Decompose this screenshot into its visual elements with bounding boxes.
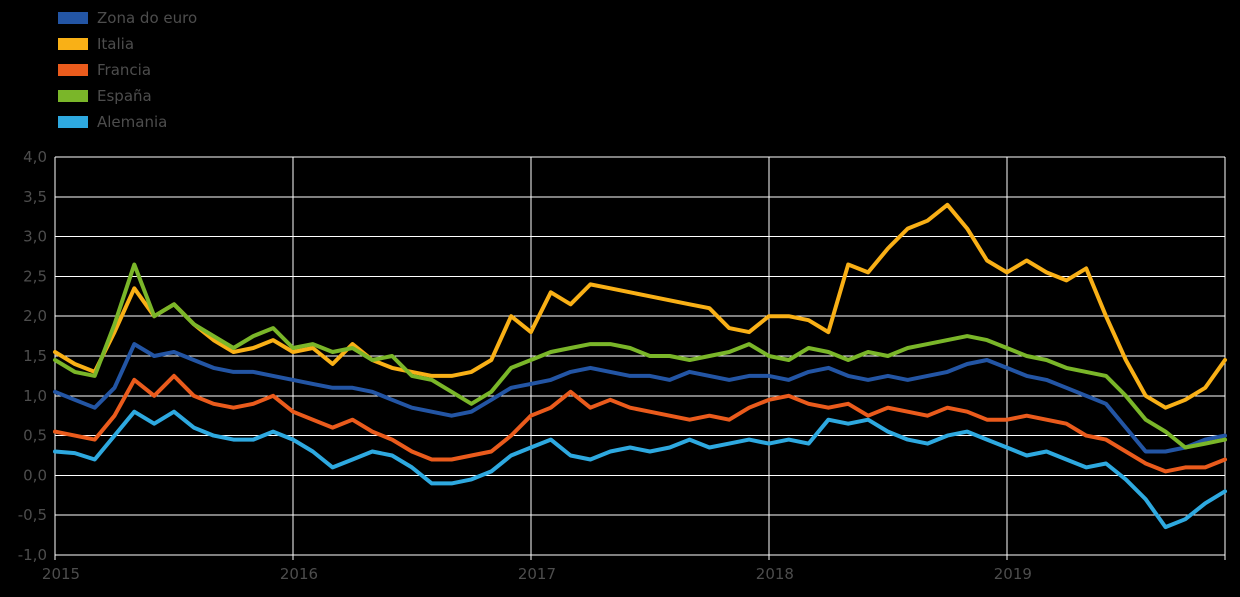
- x-tick-label: 2016: [280, 565, 318, 583]
- legend-swatch-espana-icon: [58, 90, 88, 102]
- y-tick-label: 2,0: [23, 307, 47, 325]
- gridlines: [54, 156, 1226, 560]
- legend-item-francia: Francia: [58, 57, 197, 83]
- y-tick-label: -0,5: [18, 506, 47, 524]
- series-line-zona-do-euro: [53, 342, 1227, 454]
- y-tick-label: 1,0: [23, 387, 47, 405]
- legend-swatch-italia-icon: [58, 38, 88, 50]
- legend-item-espana: España: [58, 83, 197, 109]
- y-axis-labels: 4,0 3,5 3,0 2,5 2,0 1,5 1,0 0,5 0,0 -0,5 -1,0: [18, 148, 47, 564]
- x-tick-label: 2018: [756, 565, 794, 583]
- y-tick-label: 0,0: [23, 466, 47, 484]
- legend-swatch-alemania-icon: [58, 116, 88, 128]
- y-tick-label: 2,5: [23, 267, 47, 285]
- legend-item-zona-do-euro: Zona do euro: [58, 5, 197, 31]
- series-line-italia: [53, 202, 1227, 410]
- legend-label-italia: Italia: [97, 35, 135, 53]
- y-tick-label: 3,5: [23, 188, 47, 206]
- y-tick-label: -1,0: [18, 546, 47, 564]
- x-tick-label: 2017: [518, 565, 556, 583]
- x-tick-label: 2015: [42, 565, 80, 583]
- y-tick-label: 1,5: [23, 347, 47, 365]
- series-line-espa-a: [53, 262, 1227, 450]
- legend-label-zona-do-euro: Zona do euro: [97, 9, 198, 27]
- chart-legend: Zona do euro Italia Francia España Alema…: [58, 5, 197, 135]
- x-axis-labels: 2015 2016 2017 2018 2019: [42, 565, 1032, 583]
- y-tick-label: 3,0: [23, 228, 47, 246]
- legend-label-espana: España: [97, 87, 152, 105]
- legend-label-alemania: Alemania: [97, 113, 168, 131]
- series-line-alemania: [53, 409, 1227, 530]
- x-tick-label: 2019: [994, 565, 1032, 583]
- legend-item-alemania: Alemania: [58, 109, 197, 135]
- legend-label-francia: Francia: [97, 61, 152, 79]
- series-line-francia: [53, 373, 1227, 474]
- y-tick-label: 0,5: [23, 427, 47, 445]
- legend-swatch-zona-do-euro-icon: [58, 12, 88, 24]
- legend-item-italia: Italia: [58, 31, 197, 57]
- legend-swatch-francia-icon: [58, 64, 88, 76]
- y-tick-label: 4,0: [23, 148, 47, 166]
